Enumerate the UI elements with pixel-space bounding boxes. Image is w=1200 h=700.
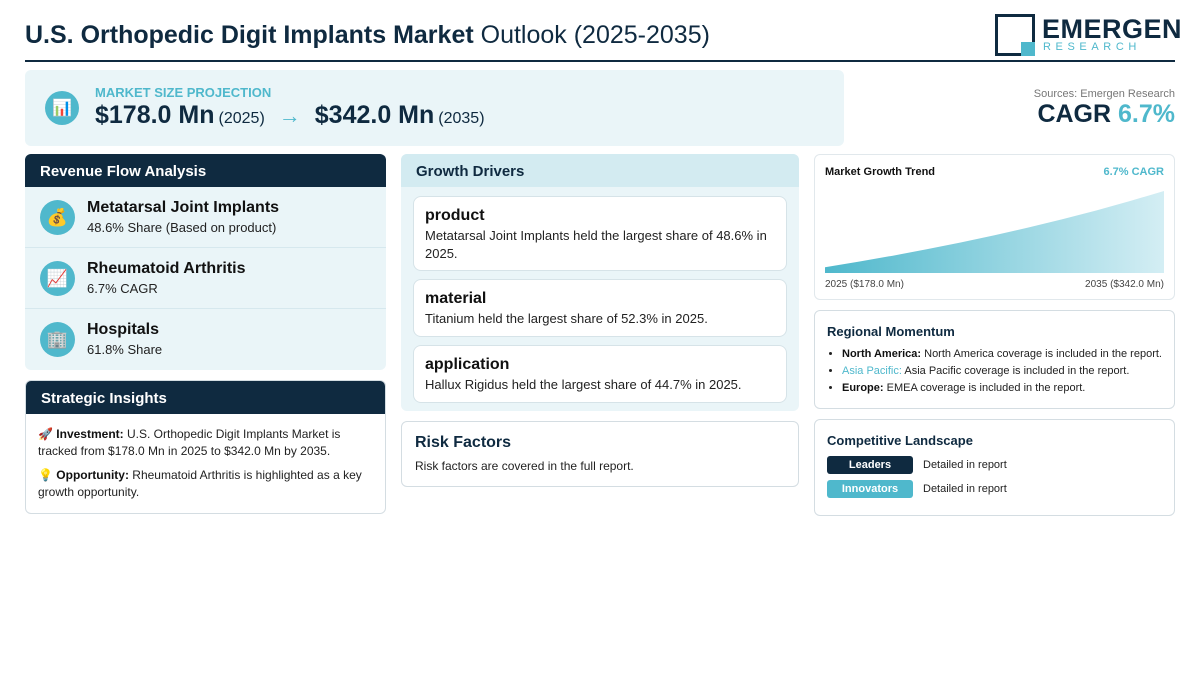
revenue-flow-panel: Revenue Flow Analysis 💰 Metatarsal Joint… [25,154,386,370]
chart-icon: 📊 [45,91,79,125]
market-growth-trend-chart: Market Growth Trend 6.7% CAGR 2025 ($178… [814,154,1175,300]
driver-card: material Titanium held the largest share… [413,279,787,337]
region-list: North America: North America coverage is… [842,348,1162,399]
lightbulb-icon: 💡 [38,468,53,482]
logo-mark-icon [995,14,1035,56]
investment-insight: 🚀 Investment: U.S. Orthopedic Digit Impl… [38,426,373,460]
rocket-icon: 🚀 [38,427,53,441]
revenue-flow-title: Revenue Flow Analysis [25,154,386,187]
chart-start-label: 2025 ($178.0 Mn) [825,279,904,290]
revenue-item-title: Metatarsal Joint Implants [87,199,280,216]
regional-momentum-title: Regional Momentum [827,324,955,339]
start-year: (2025) [218,110,265,127]
investment-text: U.S. Orthopedic Digit Implants Market is… [38,427,341,458]
opportunity-insight: 💡 Opportunity: Rheumatoid Arthritis is h… [38,467,373,501]
leaders-badge: Leaders [827,456,913,474]
driver-text: Metatarsal Joint Implants held the large… [425,228,767,261]
competitive-landscape-title: Competitive Landscape [827,433,973,448]
arrow-right-icon: → [278,103,301,128]
region-item: North America: North America coverage is… [842,348,1162,361]
region-name: Asia Pacific: [842,365,902,377]
start-value: $178.0 Mn [95,101,215,129]
revenue-item: 🏢 Hospitals 61.8% Share [25,309,386,370]
risk-factors-panel: Risk Factors Risk factors are covered in… [401,421,799,487]
logo-name: EMERGEN [1042,14,1183,44]
emergen-logo: EMERGEN RESEARCH [995,14,1182,56]
page-header: U.S. Orthopedic Digit Implants Market Ou… [25,12,1182,62]
driver-text: Titanium held the largest share of 52.3%… [425,311,708,326]
region-text: EMEA coverage is included in the report. [886,382,1086,394]
driver-text: Hallux Rigidus held the largest share of… [425,377,742,392]
growth-drivers-title: Growth Drivers [401,154,799,187]
opportunity-text: Rheumatoid Arthritis is highlighted as a… [38,468,362,499]
investment-label: Investment: [56,427,124,441]
cagr-value: 6.7% [1118,100,1175,128]
revenue-item-sub: 61.8% Share [87,342,163,357]
region-text: North America coverage is included in th… [924,348,1162,360]
driver-title: product [425,207,485,224]
market-size-projection: 📊 MARKET SIZE PROJECTION $178.0 Mn (2025)… [25,70,844,146]
cagr-label: CAGR [1037,100,1112,128]
competitive-desc: Detailed in report [923,459,1007,471]
logo-subtitle: RESEARCH [1043,41,1141,53]
driver-title: material [425,290,487,307]
opportunity-label: Opportunity: [56,468,129,482]
risk-factors-text: Risk factors are covered in the full rep… [415,459,634,473]
growth-drivers-panel: Growth Drivers product Metatarsal Joint … [401,154,799,411]
trend-area [825,191,1164,273]
revenue-item-title: Rheumatoid Arthritis [87,260,246,277]
revenue-item: 📈 Rheumatoid Arthritis 6.7% CAGR [25,248,386,309]
chart-title: Market Growth Trend [825,166,936,178]
competitive-landscape-panel: Competitive Landscape Leaders Detailed i… [814,419,1175,516]
end-value: $342.0 Mn [314,101,435,129]
region-item: Europe: EMEA coverage is included in the… [842,382,1162,395]
regional-momentum-panel: Regional Momentum North America: North A… [814,310,1175,409]
revenue-item-sub: 6.7% CAGR [87,281,158,296]
region-text: Asia Pacific coverage is included in the… [904,365,1130,377]
competitive-desc: Detailed in report [923,483,1007,495]
sources-text: Sources: Emergen Research [1033,88,1175,100]
strategic-insights-title: Strategic Insights [26,381,385,414]
trend-area-svg [825,191,1164,273]
revenue-item-title: Hospitals [87,321,160,338]
driver-title: application [425,356,510,373]
money-bag-icon: 💰 [40,200,75,235]
revenue-item-sub: 48.6% Share (Based on product) [87,220,277,235]
strategic-insights-panel: Strategic Insights 🚀 Investment: U.S. Or… [25,380,386,514]
projection-label: MARKET SIZE PROJECTION [95,85,272,100]
chart-cagr: 6.7% CAGR [1103,166,1164,178]
innovators-badge: Innovators [827,480,913,498]
region-name: North America: [842,348,922,360]
page-title: U.S. Orthopedic Digit Implants Market Ou… [25,21,710,50]
risk-factors-title: Risk Factors [415,434,512,451]
region-name: Europe: [842,382,884,394]
region-item: Asia Pacific: Asia Pacific coverage is i… [842,365,1162,378]
trend-up-icon: 📈 [40,261,75,296]
cagr-summary: CAGR 6.7% [1037,100,1175,129]
driver-card: product Metatarsal Joint Implants held t… [413,196,787,271]
projection-values: $178.0 Mn (2025) → $342.0 Mn (2035) [95,101,485,130]
page-title-strong: U.S. Orthopedic Digit Implants Market [25,21,474,49]
revenue-item: 💰 Metatarsal Joint Implants 48.6% Share … [25,187,386,248]
hospital-icon: 🏢 [40,322,75,357]
driver-card: application Hallux Rigidus held the larg… [413,345,787,403]
chart-end-label: 2035 ($342.0 Mn) [1085,279,1164,290]
end-year: (2035) [438,110,485,127]
page-title-rest: Outlook (2025-2035) [480,21,710,49]
